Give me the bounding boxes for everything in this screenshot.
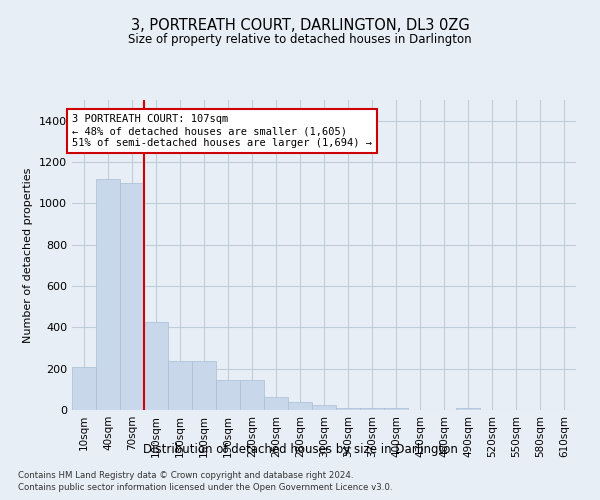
Text: 3 PORTREATH COURT: 107sqm
← 48% of detached houses are smaller (1,605)
51% of se: 3 PORTREATH COURT: 107sqm ← 48% of detac…: [72, 114, 372, 148]
Bar: [384, 408, 408, 410]
Bar: [192, 362, 216, 410]
Bar: [72, 367, 96, 410]
Bar: [168, 362, 192, 410]
Text: Contains public sector information licensed under the Open Government Licence v3: Contains public sector information licen…: [18, 483, 392, 492]
Bar: [96, 178, 120, 410]
Text: Contains HM Land Registry data © Crown copyright and database right 2024.: Contains HM Land Registry data © Crown c…: [18, 470, 353, 480]
Bar: [360, 408, 384, 410]
Y-axis label: Number of detached properties: Number of detached properties: [23, 168, 34, 342]
Bar: [456, 408, 480, 410]
Bar: [288, 402, 312, 410]
Bar: [312, 406, 336, 410]
Bar: [120, 182, 144, 410]
Bar: [264, 397, 288, 410]
Bar: [336, 408, 360, 410]
Bar: [144, 322, 168, 410]
Text: 3, PORTREATH COURT, DARLINGTON, DL3 0ZG: 3, PORTREATH COURT, DARLINGTON, DL3 0ZG: [131, 18, 469, 32]
Text: Distribution of detached houses by size in Darlington: Distribution of detached houses by size …: [143, 442, 457, 456]
Bar: [240, 380, 264, 410]
Bar: [216, 380, 240, 410]
Text: Size of property relative to detached houses in Darlington: Size of property relative to detached ho…: [128, 32, 472, 46]
